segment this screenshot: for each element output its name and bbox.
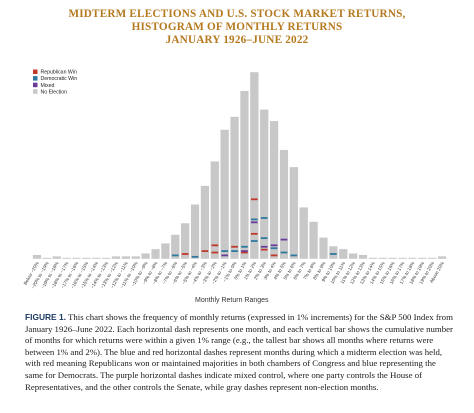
election-month-mark <box>250 240 258 242</box>
chart-title: MIDTERM ELECTIONS AND U.S. STOCK MARKET … <box>0 8 474 47</box>
election-month-mark <box>231 245 238 248</box>
election-month-mark <box>260 248 268 251</box>
election-month-mark <box>250 221 258 224</box>
histogram-bar <box>160 242 170 260</box>
caption-text: This chart shows the frequency of monthl… <box>25 312 453 392</box>
x-tick-labels: Below −20%−20% to −19%−19% to −18%−18% t… <box>23 261 445 290</box>
histogram-bar <box>111 255 121 260</box>
histogram-bar <box>42 257 52 260</box>
histogram-bar <box>338 248 348 260</box>
histogram-bar <box>279 149 289 260</box>
legend-label: Mixed <box>41 83 55 89</box>
election-month-mark <box>221 254 229 257</box>
histogram-bar <box>437 255 447 260</box>
chart-title-line-3: JANUARY 1926–JUNE 2022 <box>165 34 309 46</box>
histogram-bar <box>141 253 151 260</box>
election-month-mark <box>221 250 229 252</box>
election-month-mark <box>171 254 179 257</box>
histogram-bar <box>368 257 378 260</box>
election-month-mark <box>241 251 248 254</box>
legend-swatch <box>33 82 38 88</box>
election-month-mark <box>181 253 189 255</box>
histogram-bar <box>299 207 309 260</box>
legend-label: No Election <box>41 89 68 95</box>
election-month-mark <box>330 253 337 255</box>
histogram-bar <box>318 237 329 260</box>
histogram-bar <box>388 257 398 260</box>
election-month-mark <box>231 250 238 252</box>
election-month-mark <box>270 254 278 257</box>
election-month-mark <box>280 251 288 254</box>
legend-label: Democratic Win <box>41 76 78 82</box>
histogram-bar <box>230 116 240 260</box>
election-month-mark <box>250 232 258 235</box>
election-month-mark <box>191 255 199 258</box>
election-month-mark <box>250 218 258 221</box>
histogram-bar <box>348 253 358 260</box>
legend-swatch <box>33 76 38 81</box>
histogram-bar <box>170 234 180 260</box>
histogram-bar <box>249 71 259 260</box>
election-month-mark <box>201 250 209 252</box>
election-marks <box>171 198 337 258</box>
histogram-bar <box>81 257 91 260</box>
histogram-bar <box>269 120 279 260</box>
election-month-mark <box>280 238 288 241</box>
histogram-bar <box>289 166 299 260</box>
election-month-mark <box>270 247 278 250</box>
election-month-mark <box>260 237 268 240</box>
histogram-bar <box>190 204 200 260</box>
election-month-mark <box>250 198 258 201</box>
histogram-bar <box>71 257 82 260</box>
histogram-bar <box>239 90 249 260</box>
legend-label: Republican Win <box>41 70 77 76</box>
election-month-mark <box>290 254 298 257</box>
histogram-bar <box>328 245 338 260</box>
histogram-bar <box>407 257 417 260</box>
election-month-mark <box>260 245 268 248</box>
histogram-bar <box>200 185 210 260</box>
histogram-bar <box>91 257 101 260</box>
histogram-bar <box>309 221 319 260</box>
histogram-bar <box>210 160 220 260</box>
legend-swatch <box>33 69 38 74</box>
chart-title-line-1: MIDTERM ELECTIONS AND U.S. STOCK MARKET … <box>68 8 406 20</box>
histogram-bar <box>101 257 111 260</box>
histogram-bars <box>32 71 447 260</box>
election-month-mark <box>211 244 219 247</box>
caption-label: FIGURE 1. <box>25 312 66 322</box>
histogram-bar <box>62 257 72 260</box>
histogram-bar <box>378 257 388 260</box>
election-month-mark <box>241 250 248 252</box>
election-month-mark <box>211 251 219 254</box>
histogram-bar <box>259 109 269 260</box>
histogram-bar <box>220 129 230 260</box>
histogram-bar <box>398 257 408 260</box>
histogram-bar <box>131 255 141 260</box>
histogram-bar <box>150 248 161 260</box>
histogram-bar <box>52 255 62 260</box>
election-month-mark <box>260 217 268 219</box>
histogram-bar <box>121 255 131 260</box>
election-month-mark <box>270 244 278 247</box>
histogram-bar <box>180 222 190 260</box>
election-month-mark <box>241 245 248 248</box>
histogram-bar <box>417 257 427 260</box>
histogram-bar <box>358 254 368 260</box>
chart-title-line-2: HISTOGRAM OF MONTHLY RETURNS <box>131 21 343 33</box>
histogram-bar <box>32 254 42 260</box>
x-axis-label: Monthly Return Ranges <box>195 297 269 304</box>
legend-swatch <box>33 89 38 94</box>
histogram-bar <box>427 257 437 260</box>
figure-caption: FIGURE 1. This chart shows the frequency… <box>25 312 455 393</box>
